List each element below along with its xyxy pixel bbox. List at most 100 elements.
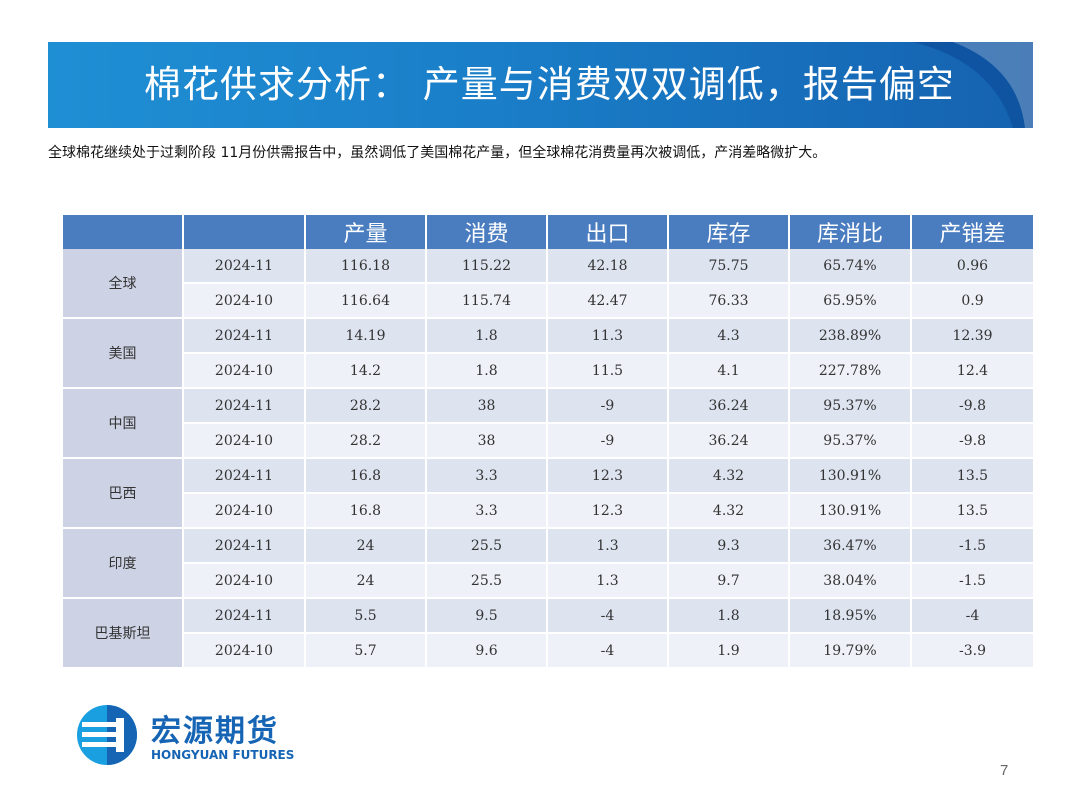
value-cell: 0.96 <box>911 249 1033 284</box>
date-cell: 2024-11 <box>183 598 306 634</box>
value-cell: 1.8 <box>668 598 790 634</box>
table-row: 全球 2024-11 116.18 115.22 42.18 75.75 65.74% 0.9… <box>63 249 1033 319</box>
company-logo: 宏源期货 HONGYUAN FUTURES <box>76 704 336 774</box>
value-cell: 13.5 <box>911 493 1033 529</box>
table-row: 巴基斯坦 2024-11 5.5 9.5 -4 1.8 18.95% -4 <box>63 598 1033 669</box>
date-cell: 2024-10 <box>183 563 306 599</box>
value-cell: 238.89% <box>789 318 912 354</box>
value-cell: 115.22 <box>426 249 548 284</box>
value-cell: 12.39 <box>911 318 1033 354</box>
table-header-cell <box>183 215 306 249</box>
value-cell: 95.37% <box>789 423 912 459</box>
value-cell: 9.3 <box>668 528 790 564</box>
region-cell: 中国 <box>63 388 184 459</box>
table-header-cell: 出口 <box>547 215 669 249</box>
table-row: 2024-10 28.2 38 -9 36.24 95.37% -9.8 <box>63 423 1033 459</box>
date-cell: 2024-11 <box>183 528 306 564</box>
value-cell: 14.19 <box>305 318 427 354</box>
value-cell: 5.5 <box>305 598 427 634</box>
value-cell: -9 <box>547 423 669 459</box>
value-cell: -9.8 <box>911 388 1033 424</box>
value-cell: 4.1 <box>668 353 790 389</box>
region-cell: 美国 <box>63 318 184 389</box>
table-header-row: 产量 消费 出口 库存 库消比 产销差 <box>63 215 1033 249</box>
value-cell: -9.8 <box>911 423 1033 459</box>
value-cell: 65.95% <box>789 283 912 319</box>
value-cell: 28.2 <box>305 388 427 424</box>
value-cell: 1.8 <box>426 318 548 354</box>
value-cell: 36.24 <box>668 388 790 424</box>
date-cell: 2024-11 <box>183 458 306 494</box>
value-cell: 36.24 <box>668 423 790 459</box>
value-cell: 1.9 <box>668 633 790 669</box>
value-cell: 4.32 <box>668 458 790 494</box>
value-cell: 36.47% <box>789 528 912 564</box>
value-cell: 12.4 <box>911 353 1033 389</box>
date-cell: 2024-11 <box>183 249 306 284</box>
table-header-cell: 产量 <box>305 215 427 249</box>
table-header-cell <box>63 215 184 249</box>
date-cell: 2024-11 <box>183 388 306 424</box>
hongyuan-logo-icon <box>77 705 137 765</box>
value-cell: 0.9 <box>911 283 1033 319</box>
value-cell: 16.8 <box>305 458 427 494</box>
value-cell: 75.75 <box>668 249 790 284</box>
region-cell: 巴基斯坦 <box>63 598 184 669</box>
cotton-balance-table: 产量 消费 出口 库存 库消比 产销差 全球 2024-11 116.18 115.22 42.1… <box>63 215 1033 669</box>
value-cell: 115.74 <box>426 283 548 319</box>
table-row: 2024-10 16.8 3.3 12.3 4.32 130.91% 13.5 <box>63 493 1033 529</box>
value-cell: 5.7 <box>305 633 427 669</box>
value-cell: 1.8 <box>426 353 548 389</box>
date-cell: 2024-10 <box>183 423 306 459</box>
value-cell: 65.74% <box>789 249 912 284</box>
value-cell: 12.3 <box>547 493 669 529</box>
value-cell: 9.5 <box>426 598 548 634</box>
value-cell: 116.64 <box>305 283 427 319</box>
table-row: 2024-10 5.7 9.6 -4 1.9 19.79% -3.9 <box>63 633 1033 669</box>
title-banner: 棉花供求分析： 产量与消费双双调低，报告偏空 <box>48 42 1033 128</box>
region-cell: 印度 <box>63 528 184 599</box>
value-cell: -4 <box>547 598 669 634</box>
value-cell: -4 <box>547 633 669 669</box>
value-cell: 130.91% <box>789 458 912 494</box>
table-row: 美国 2024-11 14.19 1.8 11.3 4.3 238.89% 12.39 <box>63 318 1033 389</box>
value-cell: 116.18 <box>305 249 427 284</box>
value-cell: 19.79% <box>789 633 912 669</box>
value-cell: 9.7 <box>668 563 790 599</box>
value-cell: 42.18 <box>547 249 669 284</box>
date-cell: 2024-10 <box>183 633 306 669</box>
value-cell: 130.91% <box>789 493 912 529</box>
value-cell: 25.5 <box>426 563 548 599</box>
value-cell: 16.8 <box>305 493 427 529</box>
intro-text: 全球棉花继续处于过剩阶段 11月份供需报告中，虽然调低了美国棉花产量，但全球棉花… <box>48 145 827 161</box>
value-cell: 227.78% <box>789 353 912 389</box>
value-cell: -4 <box>911 598 1033 634</box>
value-cell: 38 <box>426 388 548 424</box>
logo-english-name: HONGYUAN FUTURES <box>151 748 295 762</box>
page-number: 7 <box>1000 762 1009 779</box>
date-cell: 2024-10 <box>183 353 306 389</box>
value-cell: -1.5 <box>911 528 1033 564</box>
table-row: 2024-10 14.2 1.8 11.5 4.1 227.78% 12.4 <box>63 353 1033 389</box>
table-header-cell: 库存 <box>668 215 790 249</box>
value-cell: 4.3 <box>668 318 790 354</box>
slide-title: 棉花供求分析： 产量与消费双双调低，报告偏空 <box>144 63 955 106</box>
value-cell: 24 <box>305 563 427 599</box>
value-cell: 1.3 <box>547 528 669 564</box>
value-cell: 4.32 <box>668 493 790 529</box>
value-cell: 42.47 <box>547 283 669 319</box>
table-row: 巴西 2024-11 16.8 3.3 12.3 4.32 130.91% 13.5 <box>63 458 1033 529</box>
date-cell: 2024-10 <box>183 283 306 319</box>
table-row: 2024-10 116.64 115.74 42.47 76.33 65.95% 0.9 <box>63 283 1033 319</box>
date-cell: 2024-11 <box>183 318 306 354</box>
banner-swoosh-decoration <box>913 42 1033 128</box>
value-cell: -9 <box>547 388 669 424</box>
region-cell: 全球 <box>63 249 184 319</box>
value-cell: 9.6 <box>426 633 548 669</box>
value-cell: 25.5 <box>426 528 548 564</box>
value-cell: 13.5 <box>911 458 1033 494</box>
table-header-cell: 消费 <box>426 215 548 249</box>
value-cell: 95.37% <box>789 388 912 424</box>
value-cell: 28.2 <box>305 423 427 459</box>
value-cell: 11.5 <box>547 353 669 389</box>
